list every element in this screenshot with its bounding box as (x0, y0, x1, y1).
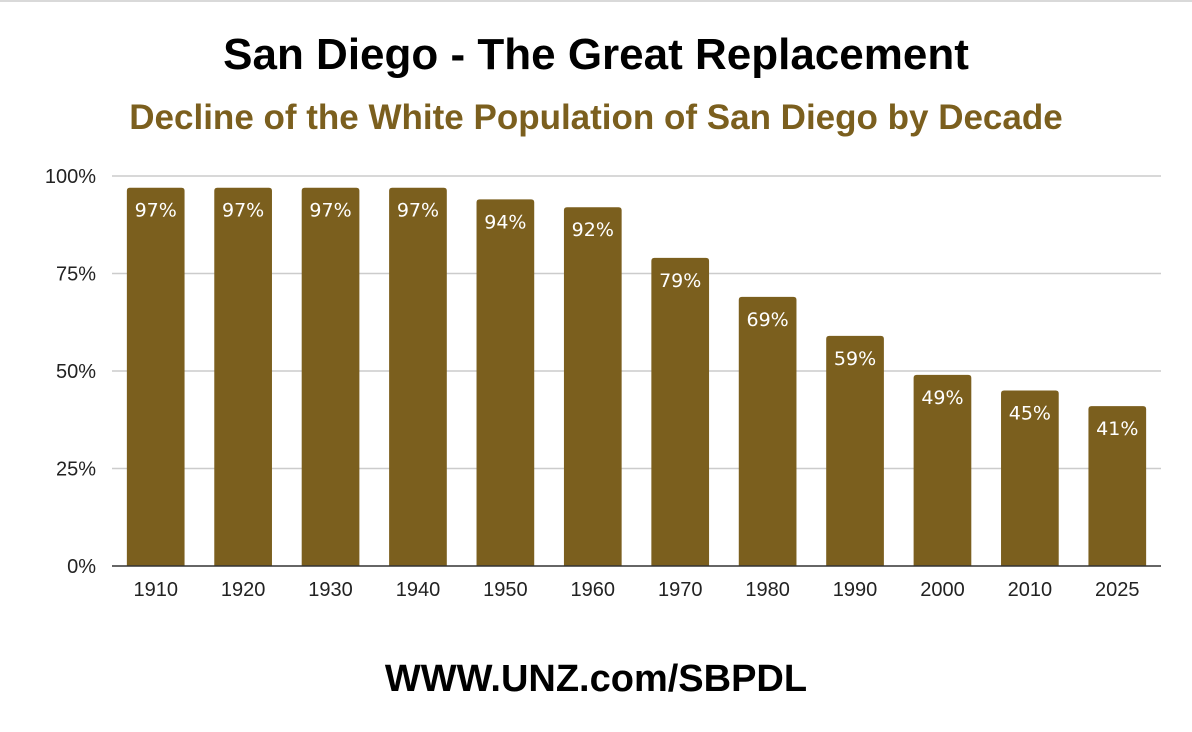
x-tick-label: 2010 (1008, 579, 1053, 601)
data-label-1980: 69% (747, 309, 789, 331)
bar-1980 (738, 296, 797, 566)
x-tick-label: 1980 (745, 579, 790, 601)
x-tick-label: 1940 (396, 579, 441, 601)
bar-1910 (126, 187, 185, 566)
x-tick-label: 1960 (571, 579, 616, 601)
x-tick-label: 1930 (308, 579, 353, 601)
data-label-1930: 97% (309, 200, 351, 222)
bar-1940 (389, 187, 447, 566)
x-tick-label: 1990 (833, 579, 878, 601)
x-tick-label: 1910 (133, 579, 178, 601)
data-labels: 97% 97% 97% 97% 94% 92% 79% 69% 59% 49% 45% 41% (135, 200, 1139, 440)
y-tick-label: 50% (56, 361, 96, 383)
source-url: WWW.UNZ.com/SBPDL (384, 658, 808, 700)
gridlines (112, 175, 1161, 470)
x-tick-label: 2025 (1095, 579, 1140, 601)
top-rule (0, 0, 1192, 2)
data-label-1950: 94% (484, 211, 526, 233)
bar-1950 (476, 199, 535, 566)
bar-2010 (1001, 390, 1059, 566)
data-label-1920: 97% (222, 200, 264, 222)
bar-2025 (1088, 406, 1147, 566)
data-label-1960: 92% (572, 219, 614, 241)
y-tick-label: 100% (45, 166, 96, 188)
bar-2000 (913, 374, 972, 566)
y-axis: 0% 25% 50% 75% 100% (45, 166, 96, 578)
chart-title: San Diego - The Great Replacement (223, 30, 969, 79)
bar-1970 (651, 257, 710, 566)
x-tick-label: 1950 (483, 579, 528, 601)
bar-1930 (301, 187, 360, 566)
bar-1990 (826, 335, 884, 566)
x-tick-label: 2000 (920, 579, 965, 601)
data-label-1910: 97% (135, 200, 177, 222)
data-label-1970: 79% (659, 270, 701, 292)
y-tick-label: 75% (56, 264, 96, 286)
data-label-2010: 45% (1009, 403, 1051, 425)
data-label-2000: 49% (921, 387, 963, 409)
bars (126, 187, 1147, 566)
data-label-2025: 41% (1096, 418, 1138, 440)
bar-1960 (563, 207, 622, 566)
x-axis: 1910 1920 1930 1940 1950 1960 1970 1980 1990 2000… (112, 565, 1161, 601)
x-tick-label: 1920 (221, 579, 266, 601)
data-label-1940: 97% (397, 200, 439, 222)
data-label-1990: 59% (834, 348, 876, 370)
y-tick-label: 0% (67, 556, 96, 578)
y-tick-label: 25% (56, 459, 96, 481)
bar-1920 (214, 187, 272, 566)
chart-subtitle: Decline of the White Population of San D… (129, 98, 1063, 137)
x-tick-label: 1970 (658, 579, 703, 601)
